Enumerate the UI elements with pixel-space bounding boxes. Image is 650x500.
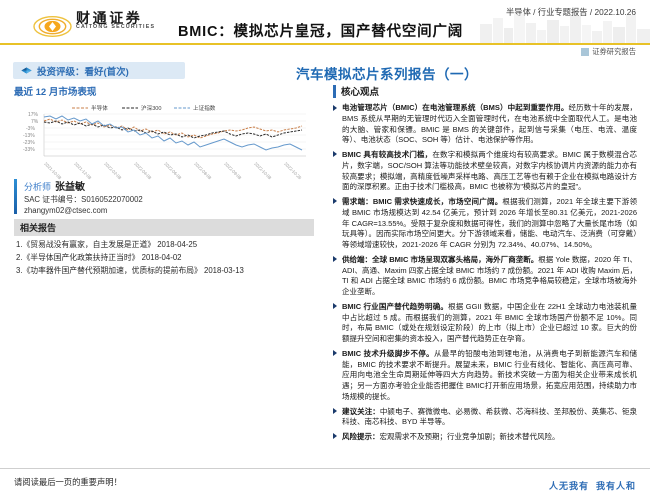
svg-text:上证指数: 上证指数 [193, 104, 216, 112]
svg-text:-3%: -3% [26, 126, 35, 132]
svg-text:7%: 7% [31, 119, 39, 125]
svg-text:-13%: -13% [23, 133, 35, 139]
svg-text:-33%: -33% [23, 147, 35, 153]
svg-text:沪深300: 沪深300 [141, 104, 162, 112]
svg-text:-23%: -23% [23, 140, 35, 146]
svg-text:半导体: 半导体 [91, 104, 108, 112]
svg-text:17%: 17% [28, 112, 39, 118]
